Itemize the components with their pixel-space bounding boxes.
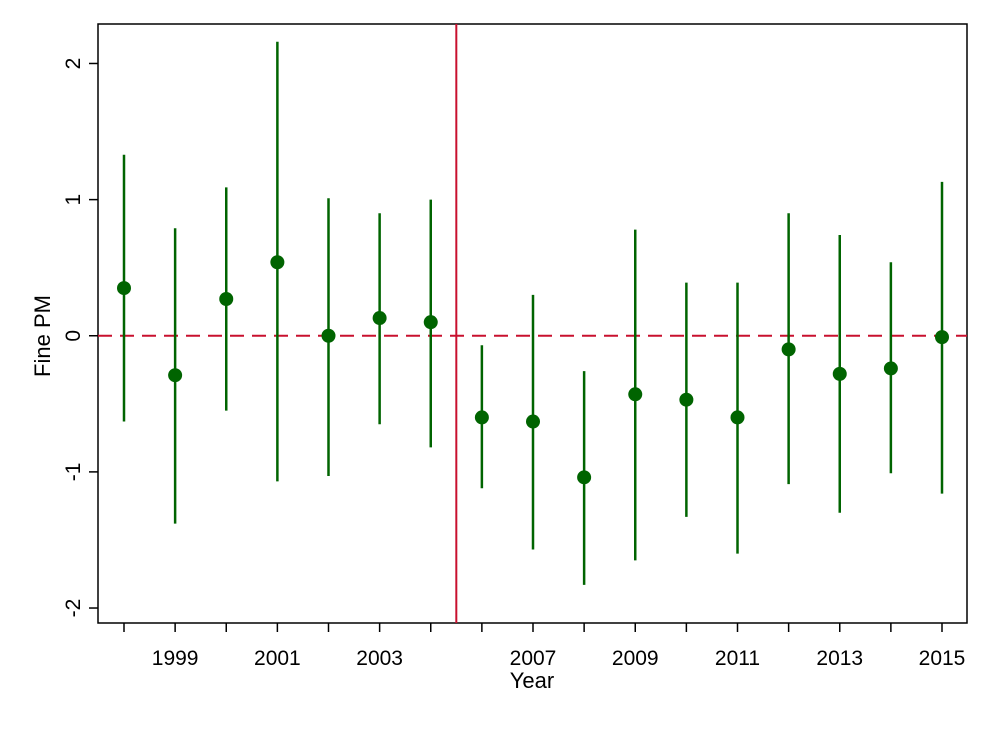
- x-axis-label: Year: [510, 668, 554, 693]
- x-tick-label: 2015: [919, 647, 966, 670]
- y-axis-label: Fine PM: [30, 295, 55, 377]
- point-2006: [474, 410, 489, 425]
- point-2000: [219, 291, 234, 306]
- point-2002: [321, 328, 336, 343]
- point-2013: [832, 366, 847, 381]
- point-2001: [270, 255, 285, 270]
- y-tick-label: 1: [62, 194, 85, 206]
- x-tick-label: 2013: [816, 647, 863, 670]
- point-2008: [577, 470, 592, 485]
- y-tick-label: 2: [62, 58, 85, 70]
- x-tick-label: 2001: [254, 647, 301, 670]
- x-tick-label: 2011: [715, 647, 760, 670]
- point-1999: [168, 368, 183, 383]
- x-tick-label: 2003: [356, 647, 403, 670]
- x-tick-label: 2009: [612, 647, 659, 670]
- x-tick-label: 1999: [152, 647, 199, 670]
- point-2009: [628, 387, 643, 402]
- point-2011: [730, 410, 745, 425]
- point-2004: [423, 315, 438, 330]
- y-tick-label: 0: [62, 330, 85, 342]
- point-2007: [526, 414, 540, 429]
- point-2014: [883, 361, 898, 376]
- point-2003: [372, 311, 387, 326]
- point-2015: [935, 330, 949, 345]
- point-2010: [679, 392, 694, 407]
- point-2012: [781, 342, 796, 357]
- y-tick-label: -2: [62, 599, 85, 618]
- y-tick-label: -1: [62, 463, 85, 482]
- x-tick-label: 2007: [510, 647, 557, 670]
- point-1998: [117, 281, 131, 296]
